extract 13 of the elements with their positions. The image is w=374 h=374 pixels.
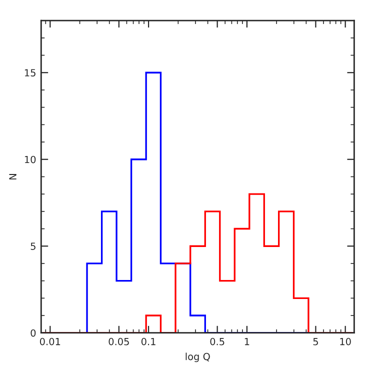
x-tick-label: 0.1 [141, 338, 156, 346]
y-tick-label: 5 [30, 242, 36, 250]
x-tick-label: 0.05 [108, 338, 129, 346]
y-tick-label: 15 [24, 69, 36, 76]
x-tick-label: 1 [244, 338, 250, 346]
x-tick-label: 5 [313, 338, 318, 346]
y-tick-label: 0 [30, 329, 36, 337]
x-axis-title: log Q [186, 352, 210, 362]
y-axis-title: N [9, 174, 16, 180]
y-tick-label: 10 [24, 156, 36, 164]
x-tick-label: 0.01 [40, 338, 60, 346]
x-tick-label: 0.5 [210, 338, 224, 346]
x-tick-label: 10 [340, 338, 351, 346]
